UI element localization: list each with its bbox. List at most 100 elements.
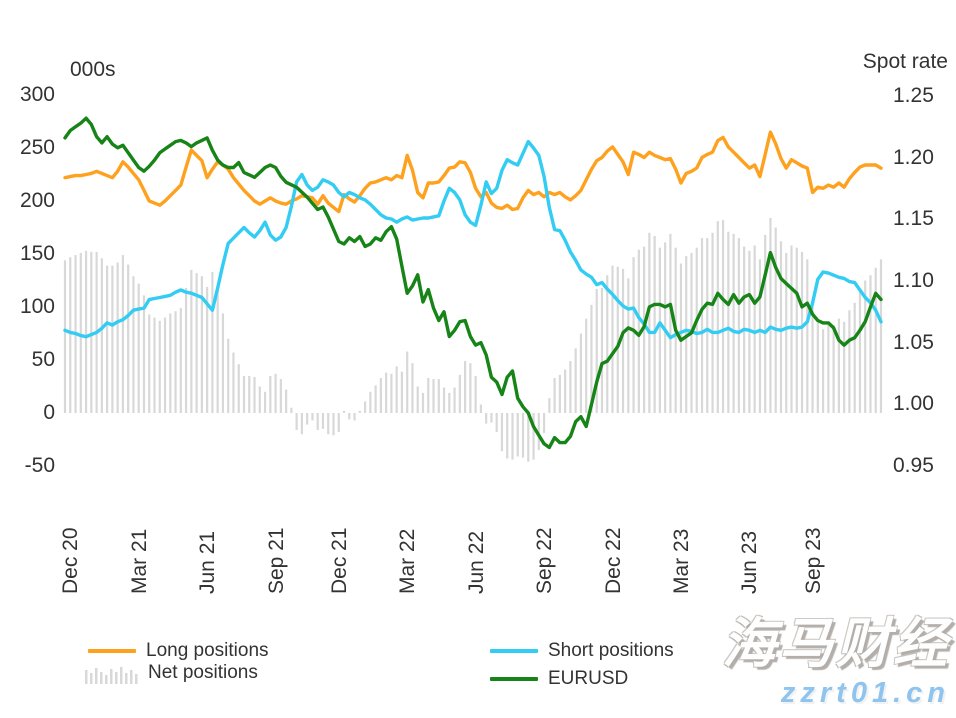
net-positions-bar xyxy=(574,348,577,413)
net-positions-bar xyxy=(237,364,240,413)
x-axis-tick-label: Mar 23 xyxy=(669,528,693,594)
x-axis-tick-label: Dec 20 xyxy=(59,527,83,594)
net-positions-bar xyxy=(521,413,525,458)
x-axis-tick-label: Sep 23 xyxy=(801,527,825,594)
watermark: 海马财经 zzrt01.cn xyxy=(722,614,950,710)
net-positions-bar xyxy=(116,262,119,413)
right-axis-tick-label: 1.20 xyxy=(893,145,934,169)
net-positions-bar xyxy=(853,302,856,413)
net-positions-bar xyxy=(611,265,614,413)
legend-item-short-positions: Short positions xyxy=(490,640,674,662)
net-positions-bar xyxy=(332,413,335,436)
net-positions-bar xyxy=(106,265,109,413)
net-positions-bar xyxy=(848,310,851,413)
net-positions-bar xyxy=(827,325,830,413)
net-positions-bar xyxy=(748,250,751,413)
net-positions-bar xyxy=(595,288,598,413)
net-positions-bar xyxy=(869,275,872,413)
net-positions-bar xyxy=(621,268,625,413)
net-positions-bar xyxy=(695,247,698,413)
net-positions-bar xyxy=(569,361,572,413)
left-axis-tick-label: 50 xyxy=(31,348,55,371)
right-axis-tick-label: 1.00 xyxy=(893,392,934,416)
net-positions-bar xyxy=(200,276,203,413)
net-positions-bar xyxy=(190,269,193,413)
net-positions-bar xyxy=(432,379,435,413)
net-positions-bar xyxy=(474,375,477,413)
x-axis-tick-label: Jun 22 xyxy=(464,530,488,594)
net-positions-bar xyxy=(479,404,482,413)
net-positions-bar xyxy=(858,290,862,413)
legend-label-long-positions: Long positions xyxy=(146,640,269,661)
net-positions-bar xyxy=(95,251,98,413)
right-axis-title: Spot rate xyxy=(862,50,948,73)
watermark-url-text: zzrt01.cn xyxy=(780,677,950,709)
net-positions-bar xyxy=(832,325,835,413)
net-positions-bar xyxy=(679,263,683,413)
net-positions-bar xyxy=(548,398,551,413)
net-positions-bar xyxy=(732,233,735,413)
net-positions-bar xyxy=(837,318,840,413)
net-positions-bar xyxy=(121,255,125,413)
net-positions-bar xyxy=(743,246,746,413)
net-positions-bar xyxy=(253,376,256,413)
net-positions-bar xyxy=(295,413,298,430)
net-positions-bar xyxy=(874,267,877,413)
left-axis-title: 000s xyxy=(70,58,116,81)
net-positions-bar xyxy=(385,372,388,413)
net-positions-bars-icon xyxy=(85,667,138,684)
net-positions-bar xyxy=(290,407,293,413)
x-axis-tick-label: Dec 21 xyxy=(327,527,351,594)
left-axis-tick-label: 300 xyxy=(19,83,55,106)
net-positions-bar xyxy=(658,247,661,413)
net-positions-bar xyxy=(590,304,593,413)
net-positions-bar xyxy=(469,363,472,413)
net-positions-bar xyxy=(627,278,630,413)
net-positions-bar xyxy=(142,295,146,413)
right-axis-tick-label: 1.05 xyxy=(893,330,934,354)
legend-label-short-positions: Short positions xyxy=(548,640,674,661)
long-positions-line xyxy=(63,130,883,214)
long-positions-line-icon xyxy=(88,649,136,653)
x-axis-tick-label: Mar 21 xyxy=(127,528,151,594)
net-positions-bar xyxy=(448,392,451,413)
net-positions-bar xyxy=(369,391,372,413)
left-axis-tick-label: 0 xyxy=(43,401,55,424)
net-positions-bar xyxy=(195,273,198,413)
right-axis-tick-label: 1.25 xyxy=(893,84,934,107)
net-positions-bar xyxy=(495,413,498,433)
net-positions-bar xyxy=(490,413,493,423)
net-positions-bar xyxy=(321,413,325,429)
eurusd-line-icon xyxy=(490,677,538,681)
net-positions-bar xyxy=(421,392,425,413)
net-positions-bar xyxy=(437,379,440,413)
x-axis-tick-label: Sep 22 xyxy=(533,527,557,594)
net-positions-bar xyxy=(353,413,356,421)
net-positions-bar xyxy=(174,311,177,413)
net-positions-bar xyxy=(458,374,461,413)
net-positions-bar xyxy=(216,286,219,413)
x-axis-tick-label: Mar 22 xyxy=(396,528,420,594)
net-positions-bar xyxy=(542,413,546,434)
watermark-cn-text: 海马财经 xyxy=(722,614,950,674)
net-positions-bar xyxy=(79,252,82,413)
net-positions-bar xyxy=(306,413,309,425)
net-positions-bar xyxy=(427,378,430,413)
net-positions-bar xyxy=(821,329,825,413)
net-positions-bar xyxy=(232,352,235,413)
net-positions-bar xyxy=(727,231,730,413)
net-positions-bar xyxy=(769,217,772,413)
net-positions-bar xyxy=(721,220,725,413)
net-positions-bar xyxy=(537,413,540,451)
net-positions-bar xyxy=(606,275,609,413)
net-positions-bar xyxy=(316,413,319,430)
net-positions-bar xyxy=(600,287,604,413)
net-positions-bar xyxy=(485,413,488,424)
net-positions-bar xyxy=(348,413,351,420)
left-axis-tick-label: 250 xyxy=(19,136,55,159)
net-positions-bar xyxy=(285,389,288,413)
left-axis-tick-label: -50 xyxy=(24,454,55,477)
net-positions-bar xyxy=(269,375,272,413)
short-positions-line-icon xyxy=(490,649,538,653)
net-positions-bar xyxy=(716,221,719,413)
